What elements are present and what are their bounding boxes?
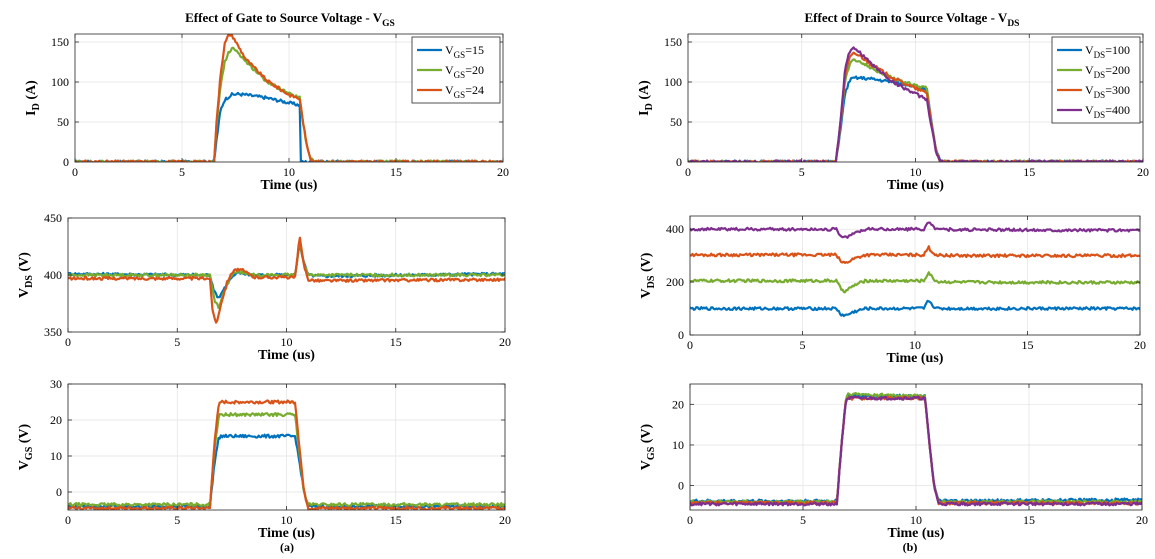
legend-entry: VGS=20 xyxy=(445,63,484,80)
x-tick-label: 10 xyxy=(909,338,921,352)
series-line-a-vgs-2 xyxy=(68,399,505,510)
series-line-a-id-2 xyxy=(75,34,503,162)
y-tick-label: 50 xyxy=(670,115,682,129)
series-line-b-vds-3 xyxy=(690,221,1140,239)
x-tick-label: 20 xyxy=(1137,165,1149,179)
x-tick-label: 10 xyxy=(283,165,295,179)
x-tick-label: 10 xyxy=(910,165,922,179)
x-axis-label: Time (us) xyxy=(258,348,315,363)
y-tick-label: 150 xyxy=(51,35,69,49)
x-axis-label: Time (us) xyxy=(887,351,944,366)
x-tick-label: 15 xyxy=(390,165,402,179)
series-line-b-vds-1 xyxy=(690,271,1140,294)
x-axis-label: Time (us) xyxy=(887,178,944,193)
y-tick-label: 400 xyxy=(666,222,684,236)
y-tick-label: 0 xyxy=(56,485,62,499)
series-line-a-vds-2 xyxy=(68,236,505,324)
plot-a-vds: 0 5 10 15 20 350 400 450 Time (us) VDS (V) xyxy=(17,211,511,363)
x-tick-label: 20 xyxy=(499,335,511,349)
y-tick-label: 20 xyxy=(672,397,684,411)
series-line-b-vds-2 xyxy=(690,245,1140,264)
y-axis-label: VGS (V) xyxy=(639,423,657,470)
x-tick-label: 15 xyxy=(1023,513,1035,527)
x-tick-label: 5 xyxy=(800,338,806,352)
y-axis-label: ID (A) xyxy=(637,80,655,116)
x-tick-label: 5 xyxy=(174,335,180,349)
y-tick-label: 10 xyxy=(50,449,62,463)
y-tick-label: 0 xyxy=(678,479,684,493)
series-line-a-vgs-1 xyxy=(68,412,505,508)
y-tick-label: 50 xyxy=(57,115,69,129)
caption-b: (b) xyxy=(903,540,918,554)
x-tick-label: 5 xyxy=(179,165,185,179)
y-tick-label: 0 xyxy=(678,328,684,342)
y-tick-label: 0 xyxy=(63,155,69,169)
y-tick-label: 30 xyxy=(50,377,62,391)
x-tick-label: 5 xyxy=(800,513,806,527)
y-tick-label: 0 xyxy=(676,155,682,169)
legend-entry: VDS=200 xyxy=(1085,63,1130,80)
y-axis-label: ID (A) xyxy=(24,80,42,116)
x-tick-label: 5 xyxy=(174,513,180,527)
x-axis-label: Time (us) xyxy=(261,178,318,193)
x-axis-label: Time (us) xyxy=(258,526,315,541)
plot-b-vgs: 0 5 10 15 20 0 10 20 Time (us) VGS (V) xyxy=(639,383,1148,541)
legend: VDS=100 VDS=200 VDS=300 VDS=400 xyxy=(1051,36,1141,124)
x-tick-label: 20 xyxy=(1134,338,1146,352)
series-line-a-id-0 xyxy=(75,91,503,162)
series-line-b-id-3 xyxy=(688,46,1143,162)
legend-entry: VDS=400 xyxy=(1085,103,1130,120)
plot-a-vgs: 0 5 10 15 20 0 10 20 30 Time (us) VGS (V) xyxy=(17,377,511,541)
x-tick-label: 20 xyxy=(1136,513,1148,527)
series-line-b-id-2 xyxy=(688,51,1143,162)
x-tick-label: 0 xyxy=(687,338,693,352)
x-tick-label: 15 xyxy=(1022,338,1034,352)
series-line-a-vds-1 xyxy=(68,240,505,309)
legend-entry: VGS=24 xyxy=(445,83,484,100)
y-tick-label: 400 xyxy=(44,268,62,282)
x-tick-label: 20 xyxy=(497,165,509,179)
x-tick-label: 15 xyxy=(1023,165,1035,179)
x-tick-label: 10 xyxy=(281,335,293,349)
x-tick-label: 0 xyxy=(685,165,691,179)
legend: VGS=15 VGS=20 VGS=24 xyxy=(411,36,501,104)
series-line-b-vds-0 xyxy=(690,299,1140,318)
x-tick-label: 10 xyxy=(281,513,293,527)
y-axis-label: VGS (V) xyxy=(17,423,35,470)
x-tick-label: 0 xyxy=(72,165,78,179)
x-tick-label: 15 xyxy=(390,513,402,527)
legend-box xyxy=(1051,36,1141,124)
y-tick-label: 20 xyxy=(50,413,62,427)
x-tick-label: 20 xyxy=(499,513,511,527)
y-axis-label: VDS (V) xyxy=(639,252,657,298)
x-tick-label: 10 xyxy=(910,513,922,527)
x-tick-label: 0 xyxy=(65,335,71,349)
legend-entry: VDS=300 xyxy=(1085,83,1130,100)
caption-a: (a) xyxy=(280,540,294,554)
x-tick-label: 0 xyxy=(687,513,693,527)
y-tick-label: 200 xyxy=(666,275,684,289)
title-b: Effect of Drain to Source Voltage - VDS xyxy=(805,10,1020,29)
y-tick-label: 100 xyxy=(51,75,69,89)
y-tick-label: 150 xyxy=(664,35,682,49)
y-tick-label: 100 xyxy=(664,75,682,89)
x-tick-label: 5 xyxy=(799,165,805,179)
y-axis-label: VDS (V) xyxy=(17,252,35,298)
x-tick-label: 0 xyxy=(65,513,71,527)
legend-entry: VGS=15 xyxy=(445,43,484,60)
x-tick-label: 15 xyxy=(390,335,402,349)
x-axis-label: Time (us) xyxy=(888,526,945,541)
y-tick-label: 450 xyxy=(44,211,62,225)
legend-entry: VDS=100 xyxy=(1085,43,1130,60)
y-tick-label: 10 xyxy=(672,438,684,452)
y-tick-label: 350 xyxy=(44,325,62,339)
title-a: Effect of Gate to Source Voltage - VGS xyxy=(185,10,395,29)
series-line-b-vgs-3 xyxy=(690,395,1142,507)
